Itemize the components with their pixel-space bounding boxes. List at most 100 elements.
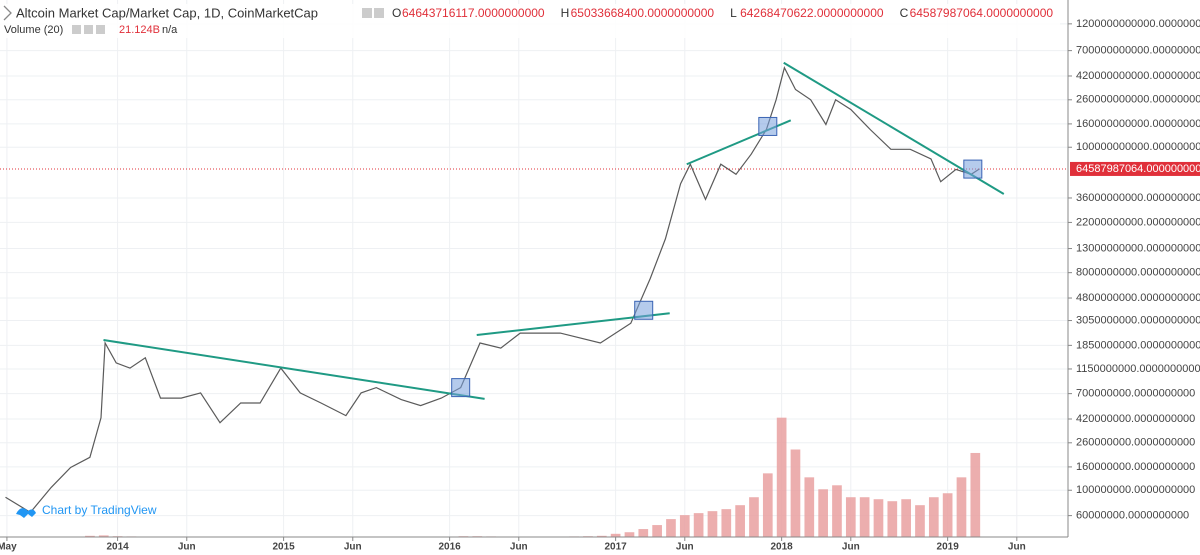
y-tick-label: 3050000000.0000000000 bbox=[1076, 314, 1200, 326]
y-tick-label: 260000000000.0000000000 bbox=[1076, 94, 1200, 106]
volume-bar bbox=[790, 449, 801, 537]
y-tick-label: 22000000000.0000000000 bbox=[1076, 216, 1200, 228]
volume-hide-icon[interactable] bbox=[84, 25, 93, 34]
volume-bar bbox=[610, 533, 621, 537]
ohlc-legend: O 64643716117.0000000000 H 65033668400.0000… bbox=[392, 6, 1053, 20]
volume-bar bbox=[873, 499, 884, 537]
legend-backdrop bbox=[0, 4, 1060, 38]
price-line bbox=[5, 66, 980, 514]
breakout-marker bbox=[758, 116, 778, 136]
x-tick-label: Jun bbox=[178, 542, 196, 553]
volume-bar bbox=[859, 497, 870, 537]
volume-bar bbox=[942, 493, 953, 537]
volume-bar bbox=[845, 497, 856, 537]
volume-bar bbox=[596, 535, 607, 537]
watermark-logo bbox=[16, 508, 36, 518]
volume-extra: n/a bbox=[162, 24, 178, 36]
axes: 1200000000000.0000000000 700000000000.000… bbox=[0, 18, 1200, 553]
breakout-marker bbox=[634, 300, 654, 320]
chart-title: Altcoin Market Cap/Market Cap, 1D, CoinM… bbox=[16, 5, 318, 20]
volume-bar bbox=[666, 519, 676, 537]
y-tick-label: 13000000000.0000000000 bbox=[1076, 242, 1200, 254]
volume-bar bbox=[652, 525, 662, 537]
x-tick-label: 2017 bbox=[604, 542, 627, 553]
y-tick-label: 1150000000.0000000000 bbox=[1076, 363, 1200, 375]
y-tick-label: 260000000.0000000000 bbox=[1076, 437, 1195, 449]
volume-bar bbox=[928, 497, 939, 537]
y-tick-label: 1850000000.0000000000 bbox=[1076, 339, 1200, 351]
y-tick-label: 100000000000.0000000000 bbox=[1076, 141, 1200, 153]
volume-bar bbox=[832, 485, 842, 537]
volume-bar bbox=[721, 509, 732, 537]
last-price-label: 64587987064.0000000000 bbox=[1076, 163, 1200, 175]
ohlc-value: 64587987064.0000000000 bbox=[910, 6, 1054, 20]
y-tick-label: 4800000000.0000000000 bbox=[1076, 292, 1200, 304]
y-tick-label: 1200000000000.0000000000 bbox=[1076, 18, 1200, 30]
volume-bar bbox=[762, 473, 773, 537]
hide-icon[interactable] bbox=[374, 8, 384, 18]
price-layer bbox=[5, 66, 980, 514]
volume-bar bbox=[887, 501, 898, 537]
watermark[interactable]: Chart by TradingView bbox=[16, 503, 157, 518]
volume-bar bbox=[818, 489, 828, 537]
x-tick-label: 2014 bbox=[106, 542, 129, 553]
ohlc-key: O bbox=[392, 6, 401, 20]
volume-bar bbox=[970, 452, 981, 537]
volume-bar bbox=[804, 477, 815, 537]
last-price-tag bbox=[1070, 161, 1200, 176]
volume-bar bbox=[98, 535, 109, 537]
volume-bar bbox=[638, 529, 649, 537]
y-tick-label: 160000000.0000000000 bbox=[1076, 461, 1195, 473]
ohlc-key: L bbox=[730, 6, 737, 20]
volume-bar bbox=[776, 417, 787, 537]
watermark-text: Chart by TradingView bbox=[42, 503, 157, 517]
y-tick-label: 8000000000.0000000000 bbox=[1076, 267, 1200, 279]
trend-line bbox=[103, 339, 485, 400]
volume-layer bbox=[2, 417, 981, 537]
ohlc-value: 65033668400.0000000000 bbox=[571, 6, 715, 20]
volume-value: 21.124B bbox=[119, 24, 160, 36]
ohlc-key: C bbox=[900, 6, 909, 20]
volume-bar bbox=[707, 511, 718, 537]
y-tick-label: 60000000.0000000000 bbox=[1076, 510, 1189, 522]
y-tick-label: 36000000000.0000000000 bbox=[1076, 192, 1200, 204]
volume-bar bbox=[85, 535, 95, 537]
volume-bar bbox=[693, 513, 704, 537]
volume-bar bbox=[679, 515, 690, 537]
breakout-marker bbox=[451, 378, 471, 398]
volume-close-icon[interactable] bbox=[96, 25, 105, 34]
x-tick-label: 2015 bbox=[272, 542, 295, 553]
y-tick-label: 700000000.0000000000 bbox=[1076, 388, 1195, 400]
breakout-marker bbox=[963, 159, 983, 179]
ohlc-key: H bbox=[561, 6, 570, 20]
x-tick-label: Jun bbox=[344, 542, 362, 553]
settings-icon[interactable] bbox=[362, 8, 372, 18]
x-tick-label: Jun bbox=[1008, 542, 1026, 553]
x-tick-label: Jun bbox=[510, 542, 528, 553]
x-tick-label: Jun bbox=[676, 542, 694, 553]
ohlc-value: 64643716117.0000000000 bbox=[402, 6, 545, 20]
volume-bar bbox=[749, 497, 759, 537]
collapse-icon[interactable] bbox=[3, 5, 12, 21]
x-tick-label: Jun bbox=[842, 542, 860, 553]
volume-title: Volume (20) bbox=[4, 24, 63, 36]
y-tick-label: 100000000.0000000000 bbox=[1076, 484, 1195, 496]
volume-bar bbox=[901, 499, 911, 537]
y-tick-label: 420000000000.0000000000 bbox=[1076, 70, 1200, 82]
volume-settings-icon[interactable] bbox=[72, 25, 81, 34]
y-tick-label: 700000000000.0000000000 bbox=[1076, 45, 1200, 57]
y-tick-label: 160000000000.0000000000 bbox=[1076, 118, 1200, 130]
drawings-layer bbox=[0, 61, 1068, 400]
y-tick-label: 420000000.0000000000 bbox=[1076, 413, 1195, 425]
x-tick-label: 2018 bbox=[771, 542, 794, 553]
ohlc-value: 64268470622.0000000000 bbox=[740, 6, 884, 20]
volume-bar bbox=[735, 505, 745, 537]
x-tick-label: 2019 bbox=[937, 542, 960, 553]
volume-bar bbox=[624, 532, 635, 537]
x-tick-label: May bbox=[0, 542, 17, 553]
volume-bar bbox=[915, 505, 925, 537]
grid bbox=[0, 0, 1068, 537]
